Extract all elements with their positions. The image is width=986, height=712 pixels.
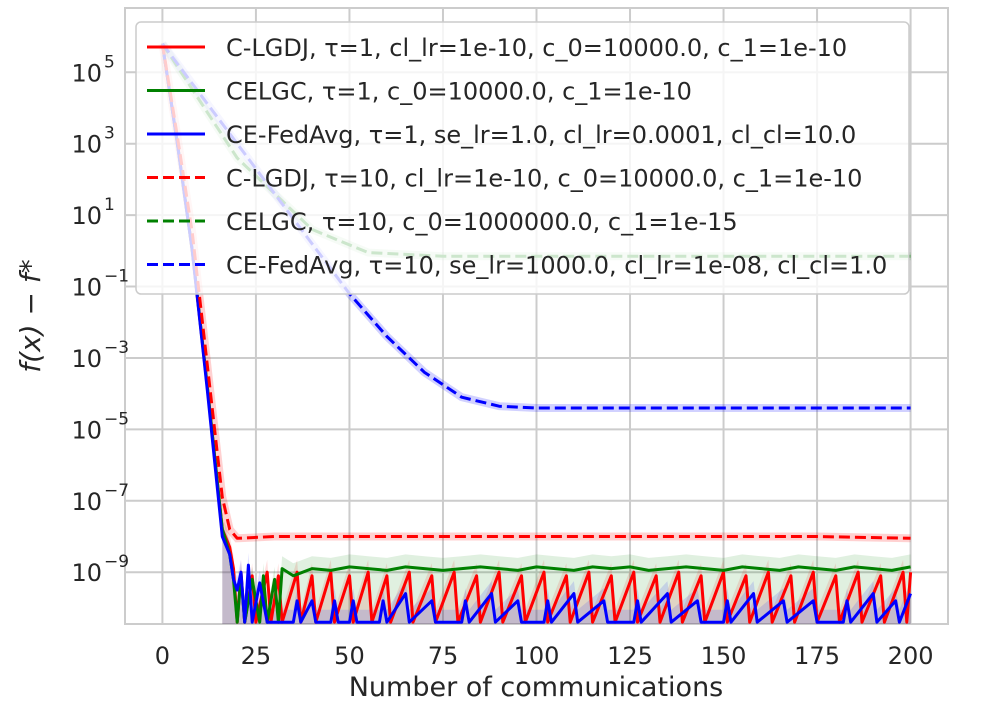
- legend-label: CE-FedAvg, τ=1, se_lr=1.0, cl_lr=0.0001,…: [226, 121, 856, 149]
- series-line: [160, 43, 913, 624]
- y-tick-label: 10: [71, 345, 102, 373]
- x-tick-label: 75: [428, 642, 459, 670]
- y-tick-label: 10: [71, 559, 102, 587]
- y-tick-label: 10: [71, 274, 102, 302]
- legend-label: CELGC, τ=1, c_0=10000.0, c_1=1e-10: [226, 78, 692, 106]
- legend-box: [135, 21, 910, 295]
- y-tick-label: 10: [71, 488, 102, 516]
- x-tick-label: 50: [334, 642, 365, 670]
- y-tick-exponent: −5: [104, 409, 129, 429]
- x-tick-label: 200: [888, 642, 934, 670]
- series-line: [160, 43, 912, 624]
- y-tick-label: 10: [71, 131, 102, 159]
- variance-band: [222, 524, 911, 624]
- y-tick-exponent: 1: [104, 195, 115, 215]
- x-tick-label: 150: [701, 642, 747, 670]
- x-tick-label: 25: [241, 642, 272, 670]
- y-tick-exponent: 5: [104, 52, 115, 72]
- y-axis-label: f(x) − f*: [14, 259, 47, 372]
- legend: C-LGDJ, τ=1, cl_lr=1e-10, c_0=10000.0, c…: [135, 21, 910, 295]
- y-tick-label: 10: [71, 202, 102, 230]
- x-tick-label: 125: [607, 642, 653, 670]
- x-tick-labels: 0 25 50 75 100 125 150 175 200: [155, 642, 934, 670]
- y-tick-exponent: −3: [104, 338, 129, 358]
- legend-label: C-LGDJ, τ=10, cl_lr=1e-10, c_0=10000.0, …: [226, 165, 862, 193]
- y-tick-exponent: −1: [104, 267, 129, 287]
- legend-label: C-LGDJ, τ=1, cl_lr=1e-10, c_0=10000.0, c…: [226, 34, 847, 62]
- x-axis-label: Number of communications: [349, 672, 724, 703]
- x-tick-label: 100: [514, 642, 560, 670]
- legend-label: CELGC, τ=10, c_0=1000000.0, c_1=1e-15: [226, 208, 738, 236]
- y-tick-label: 10: [71, 59, 102, 87]
- y-tick-label: 10: [71, 416, 102, 444]
- y-tick-exponent: −7: [104, 481, 129, 501]
- x-tick-label: 175: [794, 642, 840, 670]
- x-tick-label: 0: [155, 642, 170, 670]
- y-tick-exponent: 3: [104, 124, 115, 144]
- y-tick-exponent: −9: [104, 552, 129, 572]
- legend-label: CE-FedAvg, τ=10, se_lr=1000.0, cl_lr=1e-…: [226, 252, 887, 280]
